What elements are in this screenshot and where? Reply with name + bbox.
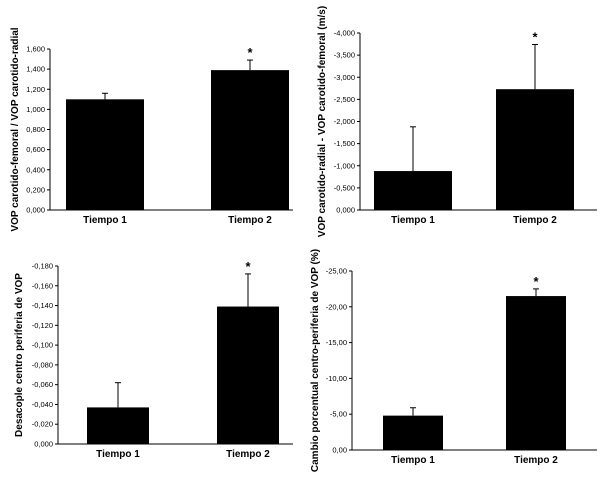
y-axis-title: Cambio porcentual centro-periferia de VO… bbox=[310, 249, 321, 472]
category-label: Tiempo 1 bbox=[83, 215, 127, 226]
significance-star: * bbox=[245, 259, 251, 274]
y-tick-label: -15,00 bbox=[326, 338, 347, 347]
bar bbox=[217, 306, 279, 444]
chart-vop-difference: 0,000 -0,500 -1,000 -1,500 -2,000 -2,500 -3,00… bbox=[317, 6, 597, 237]
y-tick-label: -3,500 bbox=[334, 51, 355, 60]
y-tick-label: 1,200 bbox=[26, 85, 45, 94]
bar bbox=[374, 171, 452, 210]
y-tick-label: -0,040 bbox=[32, 400, 53, 409]
y-tick-label: -0,100 bbox=[32, 341, 53, 350]
y-tick-label: -0,060 bbox=[32, 380, 53, 389]
chart-desacople: 0,000 -0,020 -0,040 -0,060 -0,080 -0,100 -0,12… bbox=[14, 259, 293, 460]
y-axis-title: VOP carotido-femoral / VOP carotido-radi… bbox=[10, 27, 21, 231]
y-axis-title: Desacople centro periferia de VOP bbox=[14, 273, 25, 437]
y-tick-label: 1,600 bbox=[26, 45, 45, 54]
y-tick-label: -0,500 bbox=[334, 183, 355, 192]
bar bbox=[211, 70, 289, 210]
y-tick-label: 0,800 bbox=[26, 125, 45, 134]
chart-cambio-porcentual: 0,00 -5,00 -10,00 -15,00 -20,00 -25,00 Tiempo … bbox=[310, 249, 597, 472]
y-tick-label: -1,500 bbox=[334, 139, 355, 148]
y-tick-label: 0,00 bbox=[332, 446, 347, 455]
bar bbox=[506, 296, 566, 450]
y-tick-label: 0,200 bbox=[26, 185, 45, 194]
bar bbox=[383, 415, 443, 450]
y-tick-label: -4,000 bbox=[334, 29, 355, 38]
y-tick-label: -0,140 bbox=[32, 301, 53, 310]
bar bbox=[496, 89, 574, 210]
y-tick-label: -0,180 bbox=[32, 262, 53, 271]
y-tick-label: -20,00 bbox=[326, 302, 347, 311]
bar bbox=[87, 407, 149, 444]
y-tick-label: -0,080 bbox=[32, 360, 53, 369]
y-tick-label: -2,500 bbox=[334, 95, 355, 104]
y-tick-label: 0,000 bbox=[34, 440, 53, 449]
category-label: Tiempo 1 bbox=[391, 455, 435, 466]
y-tick-label: 0,000 bbox=[336, 206, 355, 215]
y-tick-label: -0,120 bbox=[32, 321, 53, 330]
y-tick-label: -5,00 bbox=[330, 410, 347, 419]
category-label: Tiempo 1 bbox=[391, 215, 435, 226]
y-tick-label: -1,000 bbox=[334, 161, 355, 170]
category-label: Tiempo 2 bbox=[514, 455, 558, 466]
y-tick-label: 0,400 bbox=[26, 165, 45, 174]
y-tick-label: 0,000 bbox=[26, 206, 45, 215]
bar bbox=[66, 99, 144, 210]
significance-star: * bbox=[247, 45, 253, 60]
y-tick-label: -0,020 bbox=[32, 420, 53, 429]
category-label: Tiempo 2 bbox=[228, 215, 272, 226]
y-tick-label: -3,000 bbox=[334, 73, 355, 82]
y-tick-label: -25,00 bbox=[326, 267, 347, 276]
y-tick-label: -10,00 bbox=[326, 374, 347, 383]
category-label: Tiempo 1 bbox=[96, 449, 140, 460]
significance-star: * bbox=[533, 274, 539, 289]
y-tick-label: 0,600 bbox=[26, 145, 45, 154]
y-tick-label: 1,000 bbox=[26, 105, 45, 114]
y-axis-title: VOP carotido-radial - VOP carotido-femor… bbox=[317, 6, 328, 237]
y-tick-label: 1,400 bbox=[26, 65, 45, 74]
chart-vop-ratio: 0,000 0,200 0,400 0,600 0,800 1,000 1,200 1,400… bbox=[10, 27, 293, 232]
category-label: Tiempo 2 bbox=[513, 215, 557, 226]
category-label: Tiempo 2 bbox=[226, 449, 270, 460]
significance-star: * bbox=[532, 30, 538, 45]
y-tick-label: -0,160 bbox=[32, 281, 53, 290]
y-tick-label: -2,000 bbox=[334, 117, 355, 126]
